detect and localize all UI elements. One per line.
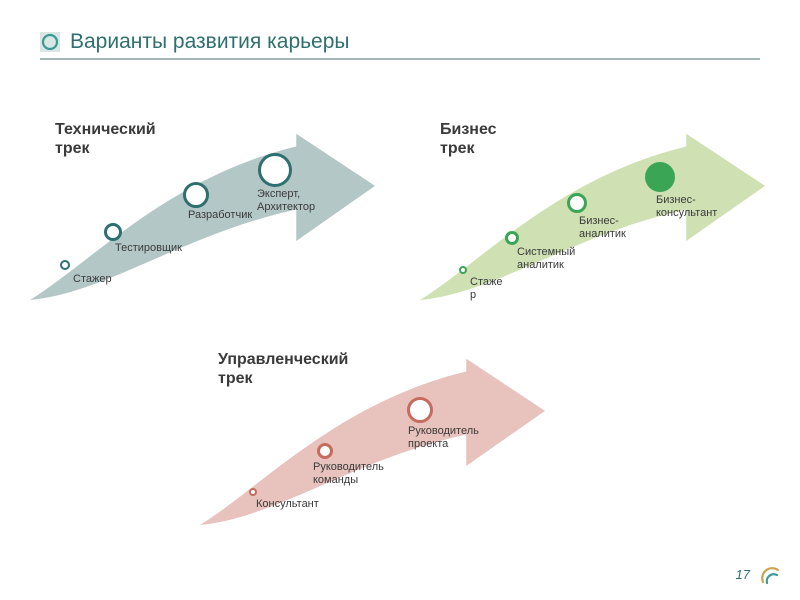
node-circle-biz-3 — [645, 162, 675, 192]
node-circle-mgmt-2 — [407, 397, 433, 423]
logo-icon — [40, 32, 60, 52]
page: Варианты развития карьеры Технический тр… — [0, 0, 800, 600]
header: Варианты развития карьеры — [40, 30, 760, 54]
node-label-biz-3: Бизнес- консультант — [656, 194, 717, 219]
header-underline — [40, 58, 760, 60]
node-label-tech-2: Разработчик — [188, 209, 252, 222]
node-label-tech-0: Стажер — [73, 273, 112, 286]
node-circle-tech-3 — [258, 153, 292, 187]
node-circle-tech-1 — [104, 223, 122, 241]
node-circle-mgmt-1 — [317, 443, 333, 459]
node-label-mgmt-1: Руководитель команды — [313, 461, 384, 486]
corner-swirl-icon — [760, 564, 782, 586]
node-circle-biz-1 — [505, 231, 519, 245]
node-circle-biz-0 — [459, 266, 467, 274]
page-title: Варианты развития карьеры — [70, 30, 350, 54]
node-circle-tech-0 — [60, 260, 70, 270]
node-circle-mgmt-0 — [249, 488, 257, 496]
node-label-tech-3: Эксперт, Архитектор — [257, 188, 315, 213]
node-label-mgmt-2: Руководитель проекта — [408, 425, 479, 450]
node-label-biz-2: Бизнес- аналитик — [579, 215, 626, 240]
node-label-tech-1: Тестировщик — [115, 242, 182, 255]
node-label-biz-1: Системный аналитик — [517, 246, 575, 271]
node-circle-tech-2 — [183, 182, 209, 208]
node-label-mgmt-0: Консультант — [256, 498, 319, 511]
node-label-biz-0: Стаже р — [470, 276, 502, 301]
node-circle-biz-2 — [567, 193, 587, 213]
page-number: 17 — [736, 567, 750, 582]
arrow-mgmt — [200, 350, 545, 525]
